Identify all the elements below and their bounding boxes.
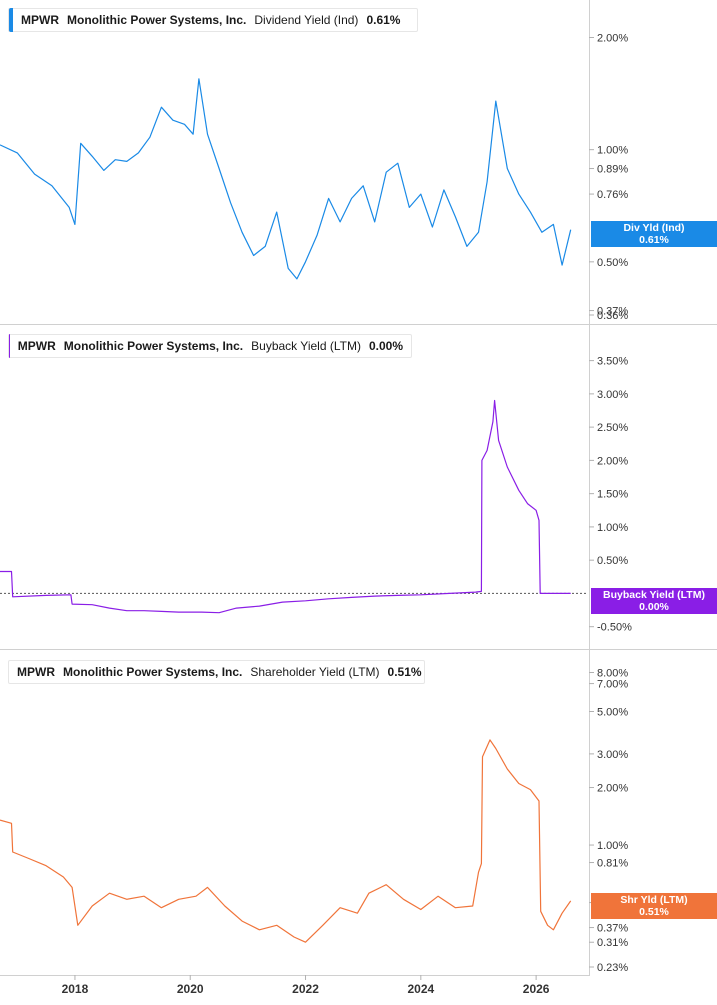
y-tick-label: 2.50% <box>597 422 628 434</box>
legend-metric: Buyback Yield (LTM) <box>251 339 361 353</box>
legend-value: 0.51% <box>387 665 422 679</box>
y-tick-label: 0.76% <box>597 189 628 201</box>
value-tag-label: Shr Yld (LTM) <box>620 894 688 906</box>
value-tag-label: Div Yld (Ind) <box>623 222 685 234</box>
legend-value: 0.61% <box>366 13 401 27</box>
y-tick-label: 8.00% <box>597 667 628 679</box>
legend-ticker: MPWR <box>17 339 56 353</box>
value-tag: Div Yld (Ind) 0.61% <box>591 221 717 247</box>
x-tick-label: 2024 <box>407 982 434 996</box>
y-tick-label: 2.00% <box>597 33 628 45</box>
value-tag: Shr Yld (LTM) 0.51% <box>591 893 717 919</box>
value-tag-value: 0.00% <box>639 601 669 613</box>
legend: MPWR Monolithic Power Systems, Inc. Divide… <box>8 8 418 32</box>
legend-company: Monolithic Power Systems, Inc. <box>67 13 247 27</box>
y-tick-label: 0.37% <box>597 923 628 935</box>
x-tick-label: 2020 <box>177 982 204 996</box>
series-line <box>0 78 572 280</box>
y-tick-label: 0.31% <box>597 937 628 949</box>
y-tick-label: 3.00% <box>597 389 628 401</box>
y-tick-label: 0.23% <box>597 962 628 974</box>
legend-ticker: MPWR <box>21 13 59 27</box>
legend-company: Monolithic Power Systems, Inc. <box>63 339 244 353</box>
x-tick-label: 2026 <box>523 982 550 996</box>
y-tick-label: 0.81% <box>597 858 628 870</box>
y-tick-label: 3.50% <box>597 356 628 368</box>
legend-color-swatch <box>9 334 10 358</box>
y-tick-label: 0.50% <box>597 257 628 269</box>
legend-color-swatch <box>9 8 13 32</box>
x-tick-label: 2018 <box>62 982 89 996</box>
y-tick-label: 1.00% <box>597 840 628 852</box>
value-tag-value: 0.61% <box>639 234 669 246</box>
value-tag-label: Buyback Yield (LTM) <box>603 589 705 601</box>
y-tick-label: 0.36% <box>597 310 628 322</box>
series-line <box>0 399 571 614</box>
legend-ticker: MPWR <box>17 665 55 679</box>
y-tick-label: 5.00% <box>597 706 628 718</box>
legend-metric: Shareholder Yield (LTM) <box>250 665 380 679</box>
x-tick-label: 2022 <box>292 982 319 996</box>
y-tick-label: 3.00% <box>597 749 628 761</box>
legend-value: 0.00% <box>368 339 403 353</box>
legend-company: Monolithic Power Systems, Inc. <box>63 665 243 679</box>
y-tick-label: 0.89% <box>597 164 628 176</box>
y-tick-label: 2.00% <box>597 783 628 795</box>
y-tick-label: 1.50% <box>597 489 628 501</box>
legend-metric: Dividend Yield (Ind) <box>254 13 359 27</box>
value-tag: Buyback Yield (LTM) 0.00% <box>591 588 717 614</box>
value-tag-value: 0.51% <box>639 906 669 918</box>
y-tick-label: 1.00% <box>597 145 628 157</box>
y-tick-label: 0.37% <box>597 306 628 318</box>
legend: MPWR Monolithic Power Systems, Inc. Shareh… <box>8 660 425 684</box>
legend: MPWR Monolithic Power Systems, Inc. Buybac… <box>8 334 412 358</box>
y-tick-label: 7.00% <box>597 679 628 691</box>
y-tick-label: -0.50% <box>597 622 632 634</box>
series-line <box>0 739 572 943</box>
y-tick-label: 0.50% <box>597 555 628 567</box>
y-tick-label: 1.00% <box>597 522 628 534</box>
y-tick-label: 2.00% <box>597 455 628 467</box>
